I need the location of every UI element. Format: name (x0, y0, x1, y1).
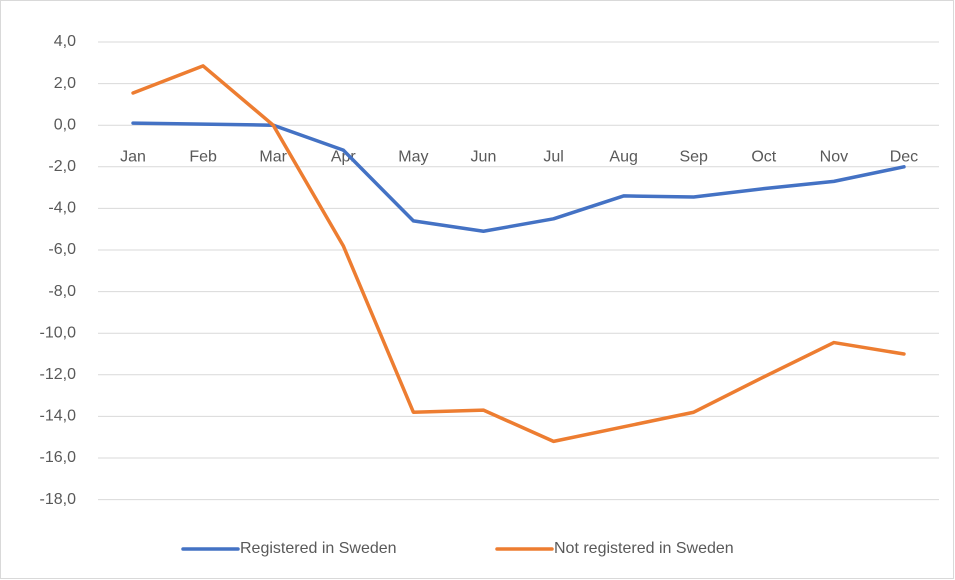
x-tick-label: Sep (679, 148, 708, 165)
y-tick-label: 0,0 (54, 116, 76, 133)
x-tick-label: May (398, 148, 428, 165)
x-tick-label: Jan (120, 148, 146, 165)
x-tick-label: Jun (471, 148, 497, 165)
y-tick-label: -14,0 (40, 408, 77, 425)
x-tick-label: Aug (609, 148, 637, 165)
x-tick-label: Mar (259, 148, 287, 165)
x-tick-label: Nov (820, 148, 848, 165)
y-tick-label: -6,0 (48, 241, 76, 258)
series-line (131, 121, 906, 234)
y-tick-label: -4,0 (48, 200, 76, 217)
x-tick-label: Oct (751, 148, 776, 165)
x-tick-label: Feb (189, 148, 217, 165)
x-tick-label: Dec (890, 148, 918, 165)
y-tick-label: -12,0 (40, 366, 77, 383)
legend-label: Registered in Sweden (240, 540, 397, 557)
y-tick-label: 2,0 (54, 75, 76, 92)
y-tick-label: -16,0 (40, 449, 77, 466)
y-tick-label: -10,0 (40, 324, 77, 341)
y-tick-label: 4,0 (54, 33, 76, 50)
x-tick-label: Apr (331, 148, 357, 165)
y-tick-label: -2,0 (48, 158, 76, 175)
y-tick-label: -18,0 (40, 491, 77, 508)
x-tick-label: Jul (543, 148, 563, 165)
series-line (131, 64, 906, 444)
legend-label: Not registered in Sweden (554, 540, 734, 557)
y-tick-label: -8,0 (48, 283, 76, 300)
